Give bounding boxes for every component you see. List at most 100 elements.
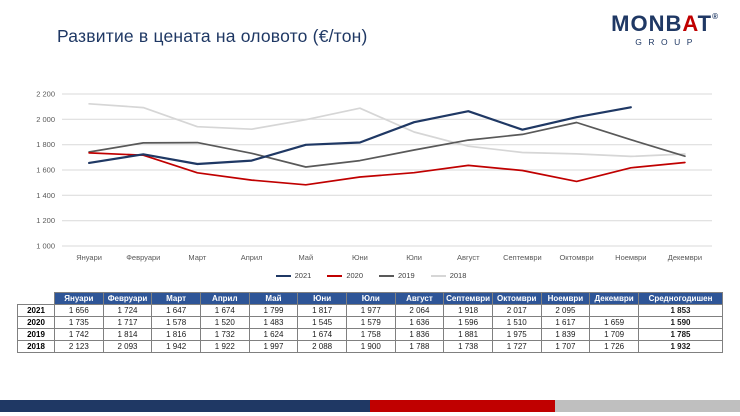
table-cell: 1 659	[589, 316, 639, 329]
table-cell: 1 727	[491, 340, 542, 353]
table-header-cell: Октомври	[491, 292, 542, 305]
price-chart: 2 200 2 000 1 800 1 600 1 400 1 200 1 000 Януар…	[16, 86, 726, 280]
row-year-label: 2021	[17, 304, 55, 317]
price-table: Януари Февруари Март Април Май Юни Юли Август Се…	[17, 292, 723, 353]
table-cell: 1 624	[248, 328, 299, 341]
table-cell: 1 997	[248, 340, 299, 353]
x-axis-label: Февруари	[126, 253, 160, 262]
x-axis-label: Април	[241, 253, 263, 262]
series-line-2020	[88, 152, 686, 186]
table-cell: 1 707	[540, 340, 591, 353]
x-axis-label: Декември	[668, 253, 702, 262]
table-cell: 2 123	[54, 340, 104, 353]
table-header-cell: Ноември	[540, 292, 591, 305]
legend-line-swatch	[379, 274, 394, 277]
y-axis-label: 1 000	[36, 242, 55, 251]
table-cell: 1 853	[638, 304, 723, 317]
table-cell: 1 647	[151, 304, 201, 317]
row-year-label: 2020	[17, 316, 55, 329]
table-cell: 1 738	[443, 340, 493, 353]
table-cell: 1 579	[345, 316, 396, 329]
table-cell: 1 742	[54, 328, 104, 341]
table-cell: 1 674	[297, 328, 347, 341]
table-cell: 1 735	[54, 316, 104, 329]
table-cell: 1 545	[297, 316, 347, 329]
legend-label: 2021	[294, 271, 312, 280]
table-cell: 1 520	[199, 316, 250, 329]
logo-text-mon: MON	[611, 11, 666, 36]
table-corner-cell	[18, 293, 55, 305]
table-header-cell: Август	[394, 292, 445, 305]
table-cell: 1 975	[491, 328, 542, 341]
table-cell: 1 717	[102, 316, 153, 329]
table-cell: 2 093	[102, 340, 153, 353]
table-cell	[589, 304, 639, 317]
series-line-2018	[88, 102, 686, 158]
x-axis-label: Октомври	[559, 253, 593, 262]
table-cell: 1 732	[199, 328, 250, 341]
table-head: Януари Февруари Март Април Май Юни Юли Август Се…	[18, 292, 723, 305]
table-header-cell: Юли	[345, 292, 396, 305]
table-cell: 1 839	[540, 328, 591, 341]
table-cell: 1 788	[394, 340, 445, 353]
logo-text-b: B	[665, 11, 683, 36]
footer-segment-red	[370, 400, 555, 412]
logo-group-text: GROUP	[635, 37, 699, 47]
legend-item-2020: 2020	[327, 271, 363, 280]
table-cell: 1 900	[345, 340, 396, 353]
table-cell: 1 483	[248, 316, 299, 329]
x-axis-label: Юли	[406, 253, 422, 262]
table-cell: 1 510	[491, 316, 542, 329]
table-cell: 1 817	[297, 304, 347, 317]
table-header-cell: Март	[151, 292, 201, 305]
x-axis-label: Август	[457, 253, 480, 262]
monbat-logo: MONBAT® GROUP	[611, 13, 718, 47]
y-axis-label: 1 400	[36, 191, 55, 200]
x-axis-label: Март	[188, 253, 207, 262]
legend-item-2019: 2019	[379, 271, 415, 280]
table-cell: 1 758	[345, 328, 396, 341]
table-row: 2018 2 123 2 093 1 942 1 922 1 997 2 088 1 900 1…	[17, 340, 723, 353]
table-header-cell: Май	[248, 292, 299, 305]
legend-item-2018: 2018	[430, 271, 466, 280]
table-cell: 1 596	[443, 316, 493, 329]
table-row: 2020 1 735 1 717 1 578 1 520 1 483 1 545 1 579 1…	[17, 316, 723, 329]
table-row: 2021 1 656 1 724 1 647 1 674 1 799 1 817 1 977 2…	[17, 304, 723, 317]
legend-line-swatch	[275, 274, 291, 277]
table-cell: 1 918	[443, 304, 493, 317]
legend-label: 2020	[346, 271, 363, 280]
price-table-wrap: Януари Февруари Март Април Май Юни Юли Август Се…	[17, 292, 723, 353]
table-cell: 1 799	[248, 304, 299, 317]
table-cell: 1 785	[638, 328, 723, 341]
table-row: 2019 1 742 1 814 1 816 1 732 1 624 1 674 1 758 1…	[17, 328, 723, 341]
legend-label: 2019	[398, 271, 415, 280]
table-cell: 2 095	[540, 304, 591, 317]
table-cell: 2 064	[394, 304, 445, 317]
series-line-2019	[88, 121, 686, 168]
table-cell: 1 726	[589, 340, 639, 353]
footer-segment-gray	[555, 400, 740, 412]
legend-line-swatch	[327, 274, 343, 277]
legend-line-swatch	[430, 274, 446, 277]
table-header-cell: Февруари	[102, 292, 153, 305]
registered-mark-icon: ®	[712, 12, 718, 21]
logo-wordmark: MONBAT®	[611, 13, 718, 35]
x-axis-label: Януари	[76, 253, 102, 262]
row-year-label: 2019	[17, 328, 55, 341]
row-year-label: 2018	[17, 340, 55, 353]
table-header-cell: Декември	[589, 292, 639, 305]
x-axis-label: Ноември	[615, 253, 646, 262]
table-cell: 1 816	[151, 328, 201, 341]
y-axis-label: 1 800	[36, 140, 55, 149]
logo-text-a: A	[682, 11, 698, 36]
table-cell: 1 724	[102, 304, 153, 317]
table-cell: 1 932	[638, 340, 723, 353]
table-cell: 1 881	[443, 328, 493, 341]
logo-text-t: T	[697, 11, 713, 36]
y-axis-label: 2 000	[36, 115, 55, 124]
footer-bar	[0, 400, 740, 412]
table-cell: 1 922	[199, 340, 250, 353]
table-header-cell: Септември	[443, 292, 493, 305]
table-cell: 1 977	[345, 304, 396, 317]
